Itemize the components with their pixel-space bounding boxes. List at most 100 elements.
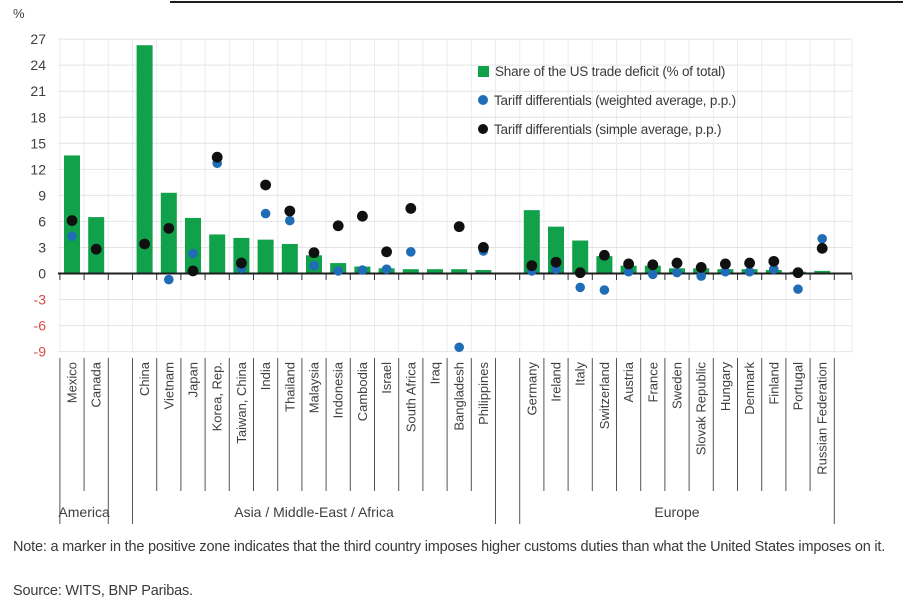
legend-label: Tariff differentials (simple average, p.…	[494, 121, 722, 137]
country-label-thailand: Thailand	[282, 362, 297, 412]
country-label-slovak-republic: Slovak Republic	[694, 362, 709, 456]
country-label-philippines: Philippines	[476, 362, 491, 425]
dot-weighted-cambodia	[357, 265, 368, 275]
legend-item-weighted: Tariff differentials (weighted average, …	[478, 90, 736, 110]
dot-weighted-mexico	[67, 231, 77, 241]
bar-india	[257, 239, 274, 274]
dot-simple-mexico	[66, 215, 78, 226]
y-axis-tick-label: 6	[38, 213, 46, 229]
dot-simple-france	[647, 259, 659, 271]
bar-italy	[572, 240, 589, 274]
source-text: Source: WITS, BNP Paribas.	[13, 583, 193, 599]
country-label-cambodia: Cambodia	[355, 361, 370, 421]
dot-weighted-denmark	[744, 266, 755, 277]
country-label-bangladesh: Bangladesh	[452, 362, 467, 431]
country-label-finland: Finland	[766, 362, 781, 405]
dot-simple-india	[260, 179, 271, 191]
group-label-america: America	[58, 504, 110, 520]
note-text: Note: a marker in the positive zone indi…	[13, 539, 886, 555]
country-label-vietnam: Vietnam	[161, 362, 176, 409]
bar-mexico	[64, 155, 80, 274]
dot-simple-austria	[623, 258, 634, 270]
legend-item-share: Share of the US trade deficit (% of tota…	[478, 61, 736, 81]
dot-weighted-portugal	[793, 284, 803, 294]
dot-simple-thailand	[284, 205, 296, 217]
bar-japan	[185, 217, 201, 274]
dot-simple-hungary	[720, 258, 731, 270]
group-label-europe: Europe	[654, 504, 699, 520]
dot-weighted-bangladesh	[454, 342, 465, 353]
country-label-canada: Canada	[89, 361, 104, 407]
dot-simple-switzerland	[599, 249, 610, 261]
bar-korea-rep-	[209, 234, 226, 274]
dot-weighted-thailand	[285, 215, 295, 226]
country-label-germany: Germany	[524, 362, 539, 416]
legend-item-simple: Tariff differentials (simple average, p.…	[478, 119, 736, 139]
legend-label: Share of the US trade deficit (% of tota…	[495, 63, 726, 79]
bar-iraq	[427, 269, 443, 274]
dot-weighted-italy	[575, 282, 585, 293]
bar-germany	[523, 210, 540, 274]
dot-weighted-india	[260, 208, 271, 219]
dot-simple-bangladesh	[453, 221, 465, 233]
dot-weighted-austria	[623, 266, 634, 277]
dot-simple-israel	[381, 246, 392, 258]
dot-simple-denmark	[744, 257, 755, 269]
dot-simple-canada	[90, 243, 102, 255]
dot-weighted-hungary	[720, 266, 731, 277]
bar-south-africa	[402, 269, 419, 274]
y-axis-tick-label: 24	[30, 57, 46, 73]
dot-simple-philippines	[478, 242, 489, 253]
country-label-south-africa: South Africa	[403, 361, 418, 432]
legend-label: Tariff differentials (weighted average, …	[494, 92, 736, 108]
dot-weighted-indonesia	[333, 266, 344, 276]
country-label-ireland: Ireland	[549, 362, 564, 402]
dot-weighted-france	[648, 269, 658, 280]
country-label-switzerland: Switzerland	[597, 362, 612, 429]
country-label-china: China	[137, 361, 152, 396]
dot-weighted-russian-federation	[817, 233, 827, 244]
y-axis-tick-label: 27	[30, 31, 46, 47]
country-label-france: France	[645, 362, 660, 402]
dot-weighted-finland	[769, 264, 779, 274]
dot-weighted-slovak-republic	[696, 271, 706, 281]
dot-simple-malaysia	[308, 247, 320, 259]
dot-simple-taiwan-china	[236, 257, 247, 269]
dot-simple-slovak-republic	[695, 262, 707, 273]
country-label-taiwan-china: Taiwan, China	[234, 361, 249, 443]
dot-simple-italy	[574, 267, 586, 279]
dot-simple-korea-rep-	[211, 151, 223, 163]
y-axis-tick-label: -3	[34, 292, 47, 308]
country-label-indonesia: Indonesia	[331, 361, 346, 418]
bar-russian-federation	[814, 270, 831, 274]
country-label-india: India	[258, 361, 273, 390]
legend: Share of the US trade deficit (% of tota…	[478, 61, 736, 148]
bar-switzerland	[596, 256, 613, 274]
bar-series-swatch-icon	[478, 65, 489, 77]
dot-weighted-israel	[381, 264, 392, 274]
y-axis-tick-label: 18	[30, 109, 46, 125]
y-axis-tick-label: 9	[38, 187, 46, 203]
group-label-asia-middle-east-africa: Asia / Middle-East / Africa	[234, 504, 394, 520]
country-label-malaysia: Malaysia	[307, 361, 322, 413]
simple-dot-swatch-icon	[478, 124, 488, 134]
y-axis-tick-label: 3	[38, 239, 46, 255]
y-axis-tick-label: 21	[30, 83, 46, 99]
y-axis-tick-label: 12	[30, 161, 46, 177]
bar-thailand	[281, 243, 298, 274]
dot-weighted-malaysia	[309, 260, 319, 271]
country-label-hungary: Hungary	[718, 362, 733, 412]
dot-simple-sweden	[671, 257, 683, 269]
y-axis-tick-label: 15	[30, 135, 46, 151]
dot-simple-portugal	[792, 267, 804, 279]
bar-bangladesh	[451, 269, 468, 274]
dot-simple-russian-federation	[816, 242, 828, 254]
country-label-israel: Israel	[379, 362, 394, 394]
dot-weighted-sweden	[672, 267, 682, 278]
country-label-mexico: Mexico	[65, 362, 80, 403]
country-label-sweden: Sweden	[670, 362, 685, 409]
y-axis-tick-label: -6	[34, 318, 47, 334]
dot-weighted-japan	[188, 248, 198, 259]
dot-simple-germany	[526, 260, 538, 272]
